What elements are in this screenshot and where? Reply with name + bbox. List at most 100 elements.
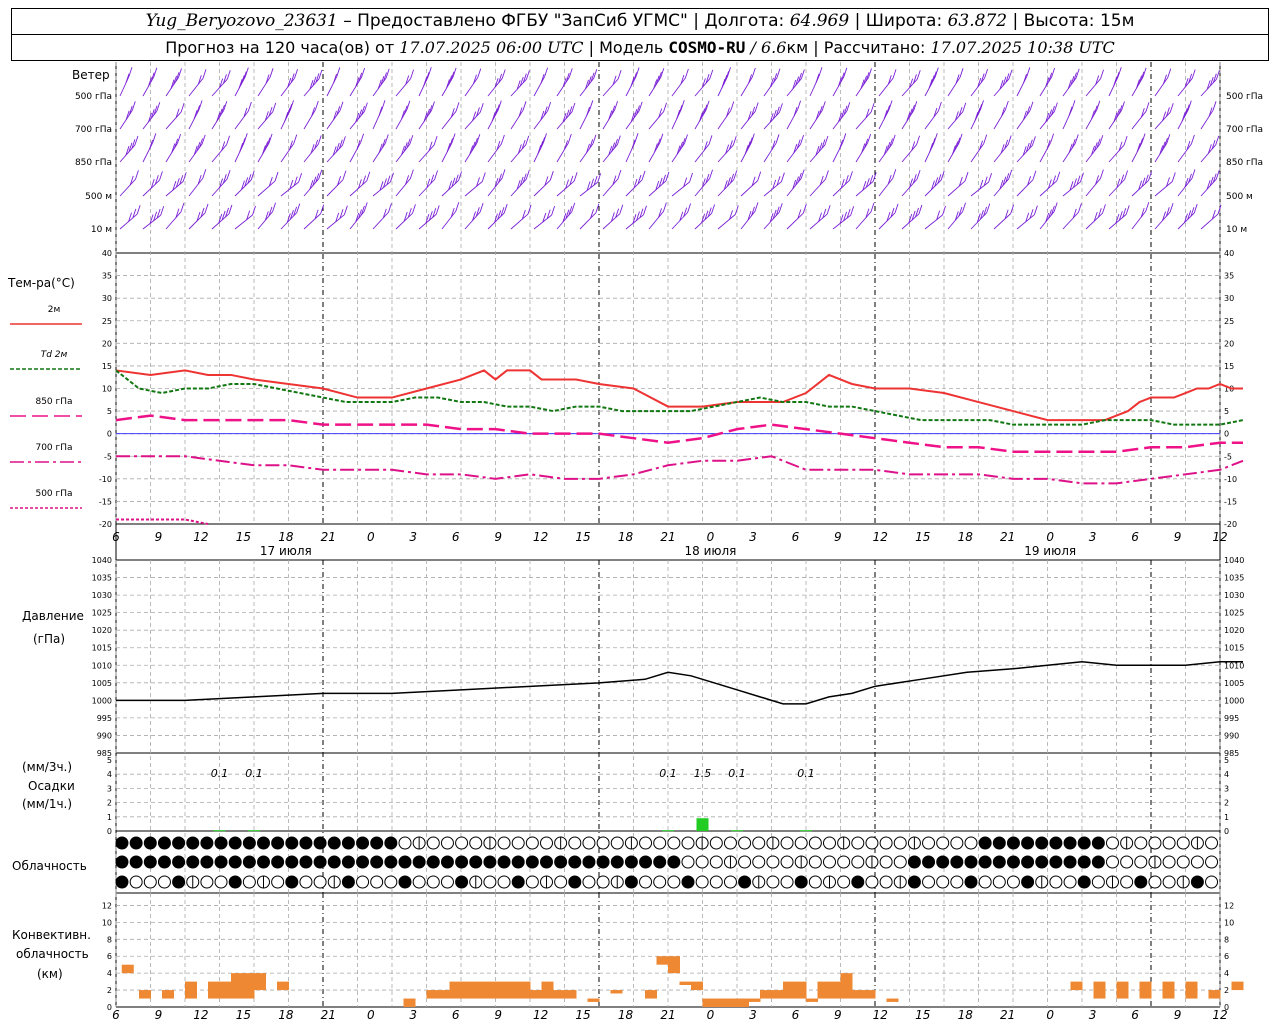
conv-tick-left: 12: [102, 901, 112, 910]
hour-tick-label-bottom: 0: [1046, 1008, 1054, 1022]
cloud-symbol: [879, 836, 893, 850]
cloud-symbol: [143, 855, 157, 869]
wind-barb: [602, 204, 624, 230]
wind-barb: [1062, 68, 1080, 97]
cloud-symbol: [978, 855, 992, 869]
wind-barb: [1177, 169, 1196, 197]
wind-barb: [257, 202, 276, 230]
cloud-symbol: [667, 836, 681, 850]
wind-barb: [1108, 101, 1125, 130]
wind-barb: [418, 170, 439, 197]
cloud-symbol: [398, 855, 412, 869]
hour-tick-label: 3: [1089, 530, 1097, 544]
hour-tick-label-bottom: 15: [915, 1008, 930, 1022]
wind-barb: [1131, 171, 1152, 197]
wind-barb: [372, 68, 390, 97]
conv-cloud-bar: [1093, 981, 1106, 999]
wind-barb: [993, 169, 1013, 197]
cloud-symbol: [766, 836, 780, 850]
cloud-symbol: [681, 875, 695, 889]
alt-label: Высота:: [1023, 11, 1100, 31]
wind-barb: [947, 102, 967, 130]
wind-barb: [188, 69, 207, 97]
cloud-symbol: [313, 836, 327, 850]
wind-barb: [970, 134, 988, 163]
wind-barb: [533, 67, 549, 97]
cloud-symbol: [1176, 855, 1190, 869]
cloud-symbol: [1120, 855, 1134, 869]
wind-barb: [671, 100, 685, 130]
wind-barb: [832, 171, 853, 197]
hour-tick-label-bottom: 15: [236, 1008, 251, 1022]
conv-cloud-bar: [760, 990, 772, 999]
cloud-symbol: [327, 855, 341, 869]
title-sep-2: |: [849, 11, 866, 31]
pressure-title: Давление: [22, 609, 84, 623]
cloud-symbol: [1049, 836, 1063, 850]
wind-barb: [395, 204, 416, 230]
wind-barb: [832, 206, 855, 230]
wind-barb: [556, 202, 576, 230]
wind-barb: [717, 205, 739, 230]
hour-tick-label: 15: [915, 530, 930, 544]
cloud-symbol: [186, 875, 200, 889]
cloud-symbol: [370, 875, 384, 889]
conv-cloud-bar: [737, 998, 749, 1007]
wind-barb: [234, 205, 256, 230]
wind-barb: [349, 202, 368, 230]
cloud-symbol: [837, 836, 851, 850]
cloud-symbol: [907, 836, 921, 850]
cloud-symbol: [893, 836, 907, 850]
wind-barb: [1085, 100, 1101, 130]
wind-barb: [1131, 67, 1147, 97]
wind-barb: [717, 170, 738, 197]
cloud-symbol: [978, 836, 992, 850]
model-res-unit: км: [786, 38, 809, 57]
wind-barb: [303, 169, 323, 197]
cloud-symbol: [228, 836, 242, 850]
conv-tick-left: 8: [107, 935, 112, 944]
conv-cloud-bar: [725, 998, 738, 1007]
wind-barb: [579, 100, 594, 130]
cloud-symbol: [285, 855, 299, 869]
cloud-title: Облачность: [12, 859, 87, 873]
wind-barb: [1062, 134, 1079, 163]
pressure-tick-left: 1000: [92, 696, 112, 705]
conv-tick-right: 6: [1224, 952, 1229, 961]
precip-tick-right: 3: [1224, 784, 1229, 793]
temp-tick-left: 20: [102, 339, 112, 348]
wind-barb: [1085, 169, 1104, 197]
wind-barb: [924, 101, 942, 130]
cloud-symbol: [624, 855, 638, 869]
conv-cloud-bar: [645, 990, 657, 999]
wind-barb: [625, 133, 639, 163]
wind-barb: [809, 67, 823, 97]
station-name: Yug_Beryozovo_23631: [145, 11, 338, 31]
cloud-symbol: [780, 836, 794, 850]
hour-tick-label-bottom: 12: [533, 1008, 548, 1022]
cloud-symbol: [1106, 836, 1119, 850]
wind-barb: [1200, 204, 1222, 230]
wind-barb: [487, 134, 505, 163]
cloud-symbol: [1106, 855, 1119, 869]
cloud-symbol: [384, 855, 398, 869]
cloud-symbol: [568, 855, 582, 869]
cloud-symbol: [766, 875, 780, 889]
wind-barb: [1131, 133, 1146, 163]
lat-value: 63.872: [947, 11, 1008, 31]
precip-bar: [248, 830, 260, 832]
pressure-tick-left: 1025: [92, 609, 112, 618]
conv-cloud-bar: [403, 998, 416, 1007]
wind-barb: [924, 133, 938, 163]
wind-barb: [648, 68, 665, 97]
cloud-symbol: [426, 875, 440, 889]
cloud-symbol: [540, 875, 553, 889]
wind-barb: [556, 133, 572, 163]
subtitle-sep-1: |: [583, 38, 600, 57]
cloud-symbol: [469, 836, 483, 850]
day-label: 18 июля: [685, 544, 737, 558]
wind-barb: [326, 67, 341, 97]
cloud-symbol: [257, 875, 270, 889]
wind-barb: [993, 100, 1009, 130]
wind-barb: [832, 133, 847, 163]
